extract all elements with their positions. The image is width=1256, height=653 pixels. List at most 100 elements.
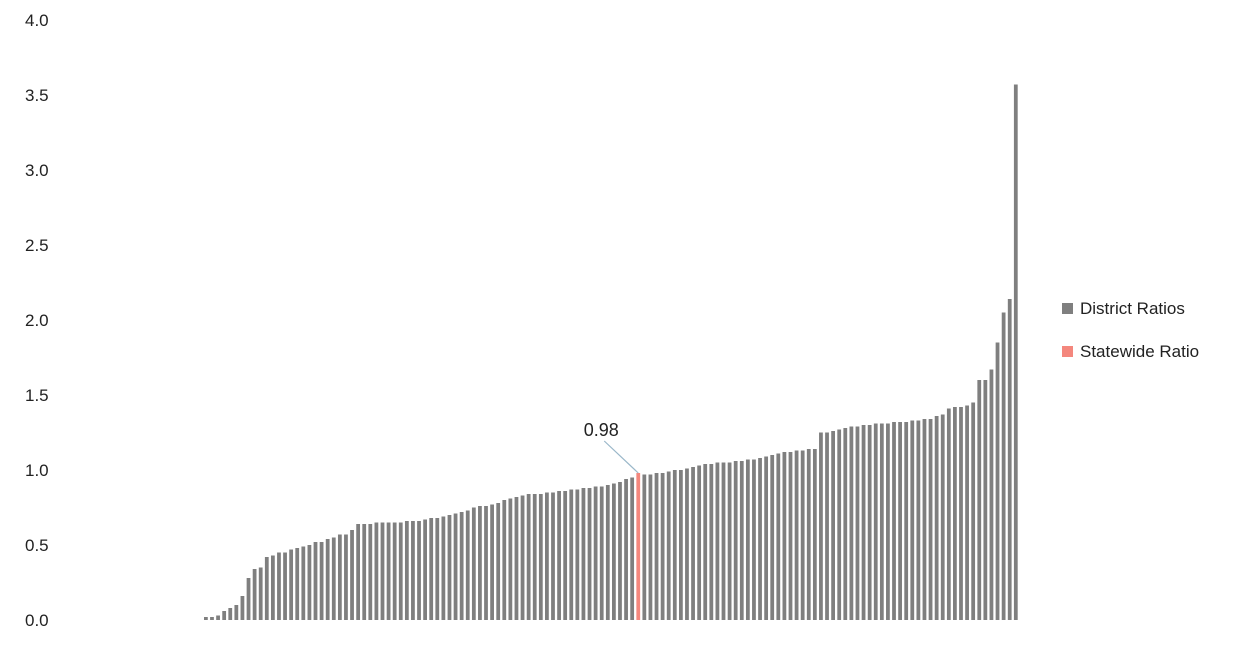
district-ratio-bar (277, 552, 281, 620)
y-tick-label: 2.5 (25, 236, 49, 255)
district-ratio-bar (983, 380, 988, 620)
district-ratio-bar (447, 515, 452, 620)
district-ratio-bar (270, 555, 275, 620)
district-ratio-bar (685, 468, 689, 620)
district-ratio-bar (861, 425, 866, 620)
district-ratio-bar (605, 485, 610, 620)
district-ratio-bar (879, 423, 884, 620)
y-tick-label: 4.0 (25, 11, 49, 30)
district-ratio-bar (301, 546, 306, 620)
district-ratio-bar (569, 489, 574, 620)
district-ratio-bar (837, 429, 842, 620)
district-ratio-bar (788, 452, 793, 620)
district-ratio-bar (545, 492, 549, 620)
district-ratio-bar (484, 506, 488, 620)
district-ratio-bar (898, 422, 902, 620)
district-ratio-bar (1001, 312, 1006, 620)
district-ratio-bar (532, 494, 537, 620)
district-ratio-bar (313, 542, 318, 620)
y-tick-label: 1.0 (25, 461, 49, 480)
district-ratio-bar (514, 497, 519, 620)
district-ratio-bar (825, 432, 829, 620)
district-ratio-bar (258, 567, 263, 620)
district-ratio-bar (843, 428, 848, 620)
district-ratio-bar (557, 491, 561, 620)
district-ratio-bar (350, 530, 354, 620)
district-ratio-bar (672, 470, 677, 620)
district-ratio-bar (344, 534, 348, 620)
district-ratio-bar (575, 489, 580, 620)
y-tick-label: 0.0 (25, 611, 49, 630)
district-ratio-bar (337, 534, 342, 620)
district-ratio-bar (995, 342, 1000, 620)
district-ratio-bar (246, 578, 251, 620)
district-ratio-bar (922, 419, 927, 620)
district-ratio-bar (538, 494, 543, 620)
district-ratio-bar (764, 456, 769, 620)
district-ratio-bar (867, 425, 872, 620)
district-ratio-bar (654, 473, 659, 620)
district-ratio-bar (776, 453, 781, 620)
district-ratio-bar (362, 524, 367, 620)
legend-label-district-ratios: District Ratios (1080, 299, 1185, 318)
district-ratio-bar (295, 548, 300, 620)
district-ratio-bar (666, 471, 671, 620)
district-ratio-bar (471, 507, 476, 620)
district-ratio-bar (435, 518, 440, 620)
district-ratio-bar (745, 459, 750, 620)
y-tick-label: 0.5 (25, 536, 49, 555)
statewide-annotation: 0.98 (584, 420, 639, 474)
district-ratio-bar (1007, 299, 1012, 620)
district-ratio-bar (228, 608, 233, 620)
district-ratio-bar (648, 474, 653, 620)
district-ratio-bar (965, 405, 969, 620)
district-ratio-bar (971, 402, 976, 620)
district-ratio-bar (404, 521, 409, 620)
district-ratio-bar (618, 482, 622, 620)
district-ratio-bar (934, 416, 939, 620)
district-ratio-bar (940, 414, 945, 620)
district-ratio-bar (386, 522, 391, 620)
district-ratio-bar (660, 473, 665, 620)
district-ratio-bar (782, 452, 787, 620)
district-ratio-bar (283, 552, 287, 620)
district-ratio-bar (459, 512, 464, 620)
district-ratio-bar (800, 450, 805, 620)
district-ratio-bar (624, 479, 628, 620)
district-ratio-bar (587, 488, 592, 620)
district-ratio-bar (758, 458, 762, 620)
district-ratio-bar (356, 524, 361, 620)
district-ratio-bar (593, 486, 598, 620)
district-ratio-bar (453, 513, 458, 620)
legend-label-statewide-ratio: Statewide Ratio (1080, 342, 1199, 361)
district-ratio-bar (819, 432, 823, 620)
district-ratio-bar (216, 615, 220, 620)
district-ratio-bar (520, 495, 525, 620)
district-ratio-bar (417, 521, 421, 620)
district-ratio-bar (429, 518, 434, 620)
district-ratio-bar (368, 524, 373, 620)
district-ratio-bar (977, 380, 982, 620)
district-ratio-bar (855, 426, 860, 620)
district-ratio-bar (715, 462, 720, 620)
district-ratio-bar (210, 617, 214, 620)
district-ratio-bar (630, 477, 635, 620)
district-ratio-bar (612, 483, 616, 620)
district-ratio-bar (465, 510, 470, 620)
district-ratio-bar (691, 467, 695, 620)
annotation-leader-line (603, 440, 639, 474)
district-ratio-bar (222, 611, 227, 620)
statewide-data-label: 0.98 (584, 420, 619, 440)
district-ratio-bar (307, 545, 312, 620)
legend: District Ratios Statewide Ratio (1062, 299, 1199, 361)
district-ratio-bar (806, 449, 811, 620)
district-ratio-bar (703, 464, 708, 620)
district-ratio-bar (642, 474, 647, 620)
y-tick-label: 1.5 (25, 386, 49, 405)
y-tick-label: 3.0 (25, 161, 49, 180)
district-ratio-bar (959, 407, 963, 620)
district-ratio-bar (599, 486, 604, 620)
district-ratio-bar (441, 516, 446, 620)
